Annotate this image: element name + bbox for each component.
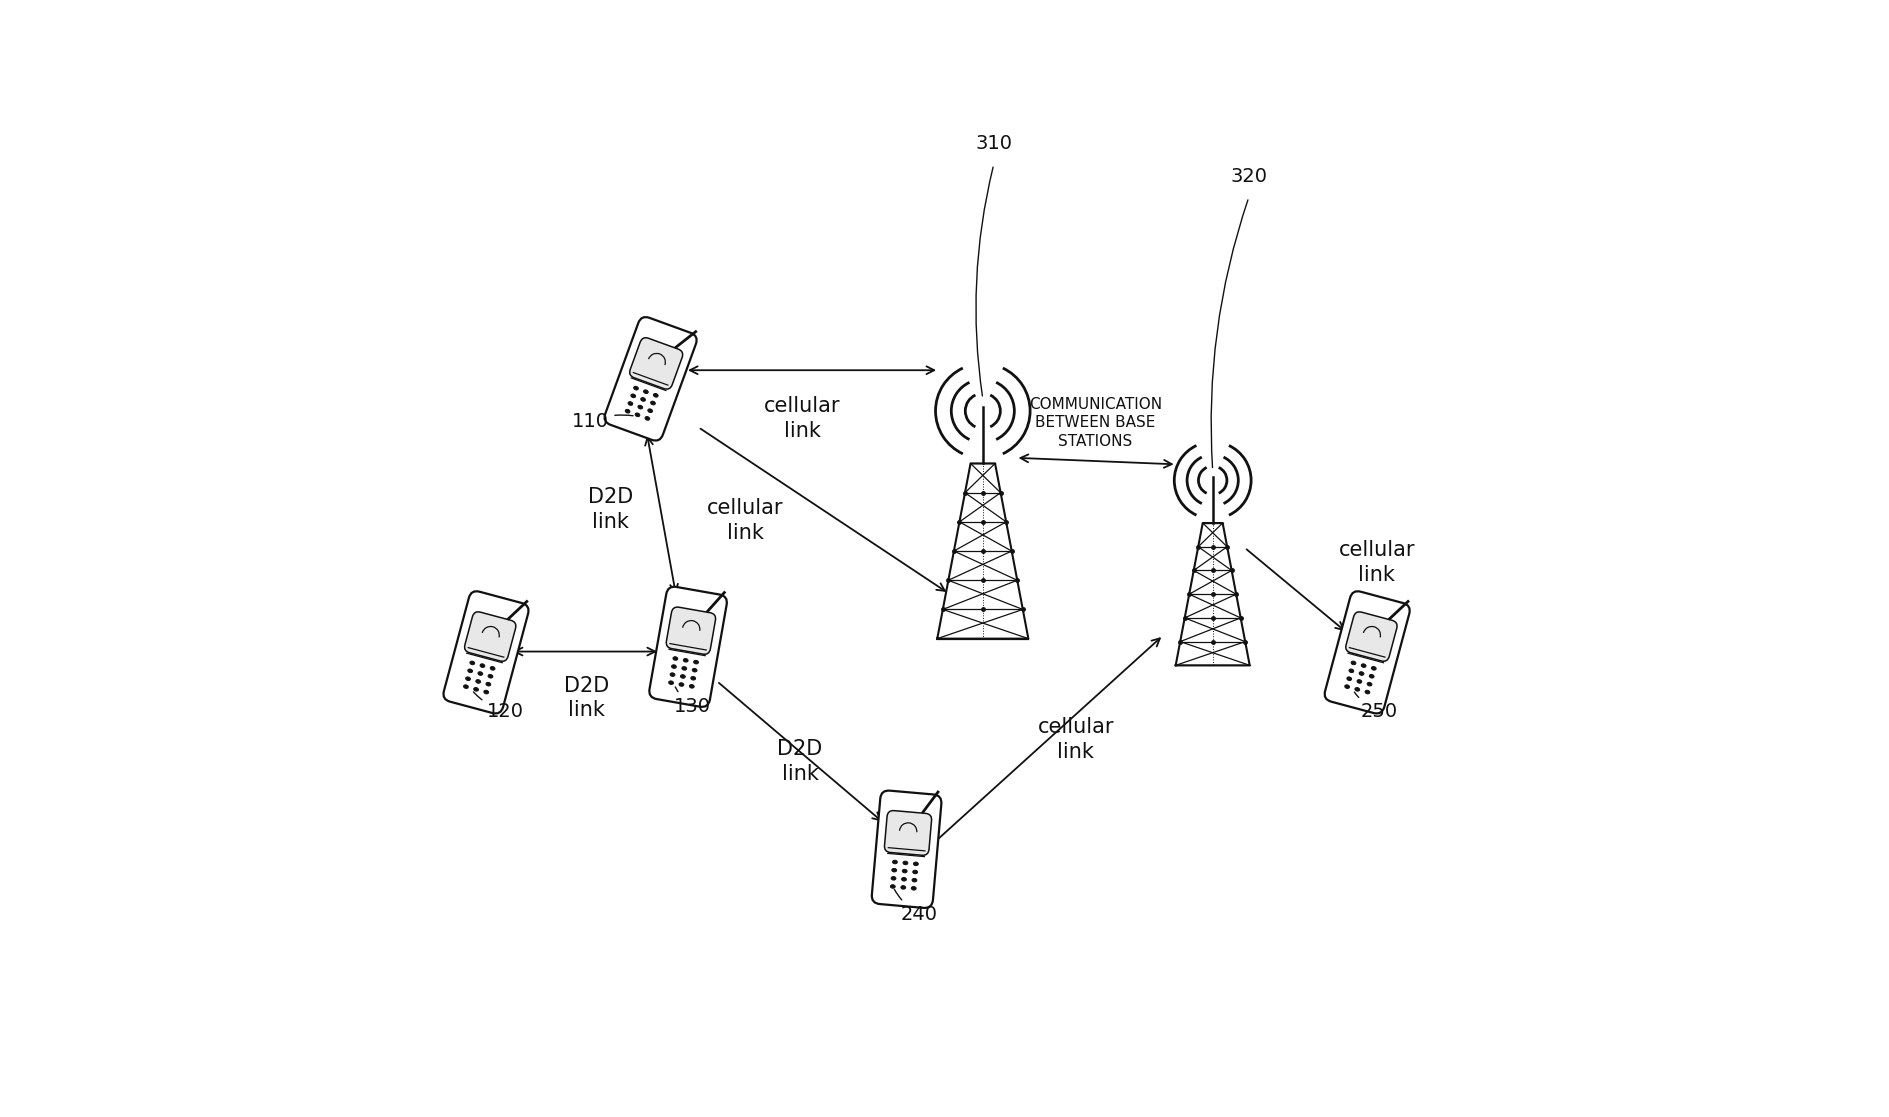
- Ellipse shape: [890, 885, 895, 888]
- Ellipse shape: [644, 417, 650, 420]
- Ellipse shape: [912, 870, 918, 873]
- Ellipse shape: [1370, 675, 1373, 678]
- Text: 120: 120: [474, 691, 523, 722]
- Ellipse shape: [640, 398, 646, 401]
- Text: D2D
link: D2D link: [565, 676, 608, 720]
- Ellipse shape: [671, 672, 674, 677]
- FancyBboxPatch shape: [884, 811, 931, 856]
- Text: 130: 130: [674, 687, 710, 716]
- Ellipse shape: [892, 868, 897, 872]
- Ellipse shape: [480, 663, 485, 668]
- Ellipse shape: [463, 685, 468, 688]
- Text: cellular
link: cellular link: [706, 498, 784, 543]
- FancyBboxPatch shape: [465, 612, 516, 661]
- FancyBboxPatch shape: [1324, 591, 1409, 714]
- Text: 110: 110: [572, 412, 633, 431]
- Ellipse shape: [903, 869, 907, 872]
- Ellipse shape: [1371, 667, 1377, 670]
- Text: COMMUNICATION
BETWEEN BASE
STATIONS: COMMUNICATION BETWEEN BASE STATIONS: [1030, 397, 1162, 449]
- Ellipse shape: [467, 677, 470, 680]
- Ellipse shape: [1362, 663, 1366, 668]
- Ellipse shape: [491, 667, 495, 670]
- Ellipse shape: [892, 860, 897, 863]
- Text: D2D
link: D2D link: [778, 739, 822, 784]
- Ellipse shape: [485, 682, 491, 686]
- FancyBboxPatch shape: [1345, 612, 1398, 661]
- Ellipse shape: [654, 393, 657, 398]
- Ellipse shape: [1360, 671, 1364, 676]
- Text: 250: 250: [1354, 693, 1398, 722]
- Text: 310: 310: [975, 134, 1013, 153]
- Ellipse shape: [644, 390, 648, 393]
- Ellipse shape: [478, 671, 484, 676]
- FancyBboxPatch shape: [650, 586, 727, 707]
- FancyBboxPatch shape: [667, 607, 716, 655]
- FancyBboxPatch shape: [444, 591, 529, 714]
- FancyBboxPatch shape: [604, 317, 697, 440]
- Ellipse shape: [903, 861, 909, 865]
- Ellipse shape: [914, 862, 918, 866]
- Ellipse shape: [672, 657, 678, 660]
- Ellipse shape: [693, 660, 699, 663]
- Ellipse shape: [691, 668, 697, 672]
- Ellipse shape: [476, 679, 480, 684]
- Ellipse shape: [625, 409, 629, 413]
- Ellipse shape: [633, 386, 638, 390]
- Ellipse shape: [669, 681, 674, 685]
- Ellipse shape: [691, 677, 695, 680]
- Ellipse shape: [627, 402, 633, 405]
- Ellipse shape: [468, 669, 472, 672]
- FancyBboxPatch shape: [629, 337, 682, 389]
- Ellipse shape: [1354, 688, 1360, 691]
- Ellipse shape: [484, 690, 489, 694]
- Ellipse shape: [470, 661, 474, 665]
- Ellipse shape: [1349, 669, 1354, 672]
- Ellipse shape: [638, 405, 642, 409]
- Ellipse shape: [901, 886, 905, 889]
- Text: D2D
link: D2D link: [587, 487, 633, 532]
- Ellipse shape: [1351, 661, 1356, 665]
- Ellipse shape: [901, 878, 907, 881]
- Ellipse shape: [912, 878, 916, 882]
- Ellipse shape: [474, 688, 478, 691]
- Ellipse shape: [680, 675, 686, 678]
- Ellipse shape: [487, 675, 493, 678]
- Ellipse shape: [650, 401, 655, 404]
- Ellipse shape: [635, 413, 640, 417]
- Text: cellular
link: cellular link: [1339, 541, 1415, 585]
- Text: cellular
link: cellular link: [763, 397, 841, 441]
- Ellipse shape: [1366, 690, 1370, 694]
- Ellipse shape: [1347, 677, 1353, 680]
- Ellipse shape: [648, 409, 652, 412]
- Ellipse shape: [892, 877, 895, 880]
- Text: cellular
link: cellular link: [1037, 717, 1115, 762]
- Ellipse shape: [672, 665, 676, 668]
- Ellipse shape: [682, 667, 688, 670]
- Ellipse shape: [910, 887, 916, 890]
- Ellipse shape: [631, 394, 635, 398]
- Ellipse shape: [678, 682, 684, 686]
- Text: 320: 320: [1230, 168, 1268, 187]
- Text: 240: 240: [893, 889, 937, 924]
- Ellipse shape: [684, 659, 688, 662]
- FancyBboxPatch shape: [873, 791, 941, 908]
- Ellipse shape: [689, 685, 693, 688]
- Ellipse shape: [1368, 682, 1371, 686]
- Ellipse shape: [1356, 679, 1362, 684]
- Ellipse shape: [1345, 685, 1349, 688]
